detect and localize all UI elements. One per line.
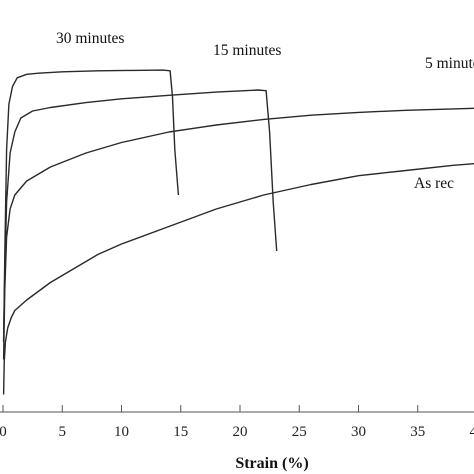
x-tick-label-35: 35 [410,424,425,440]
series-line-30-minutes [2,69,180,343]
x-tick-label-25: 25 [292,424,307,440]
series-line-5-minutes [2,107,474,360]
series-label-15-minutes: 15 minutes [213,42,281,59]
x-axis-ticks [2,405,419,412]
series-line-as-rec [2,163,474,395]
x-tick-label-10: 10 [114,424,129,440]
series-line-15-minutes [2,89,278,343]
x-tick-label-5: 5 [59,424,67,440]
x-tick-label-15: 15 [173,424,188,440]
series-label-30-minutes: 30 minutes [56,30,124,47]
x-axis-title: Strain (%) [235,455,308,472]
x-tick-label-20: 20 [233,424,248,440]
series-curves [2,69,474,395]
series-label-as-rec: As rec [414,175,454,192]
x-tick-label-30: 30 [351,424,366,440]
x-tick-label-40: 40 [470,424,474,440]
x-axis-tick-labels: 0 5 10 15 20 25 30 35 40 [0,424,474,440]
series-label-5-minutes: 5 minutes [425,55,474,72]
x-tick-label-0: 0 [0,424,7,440]
